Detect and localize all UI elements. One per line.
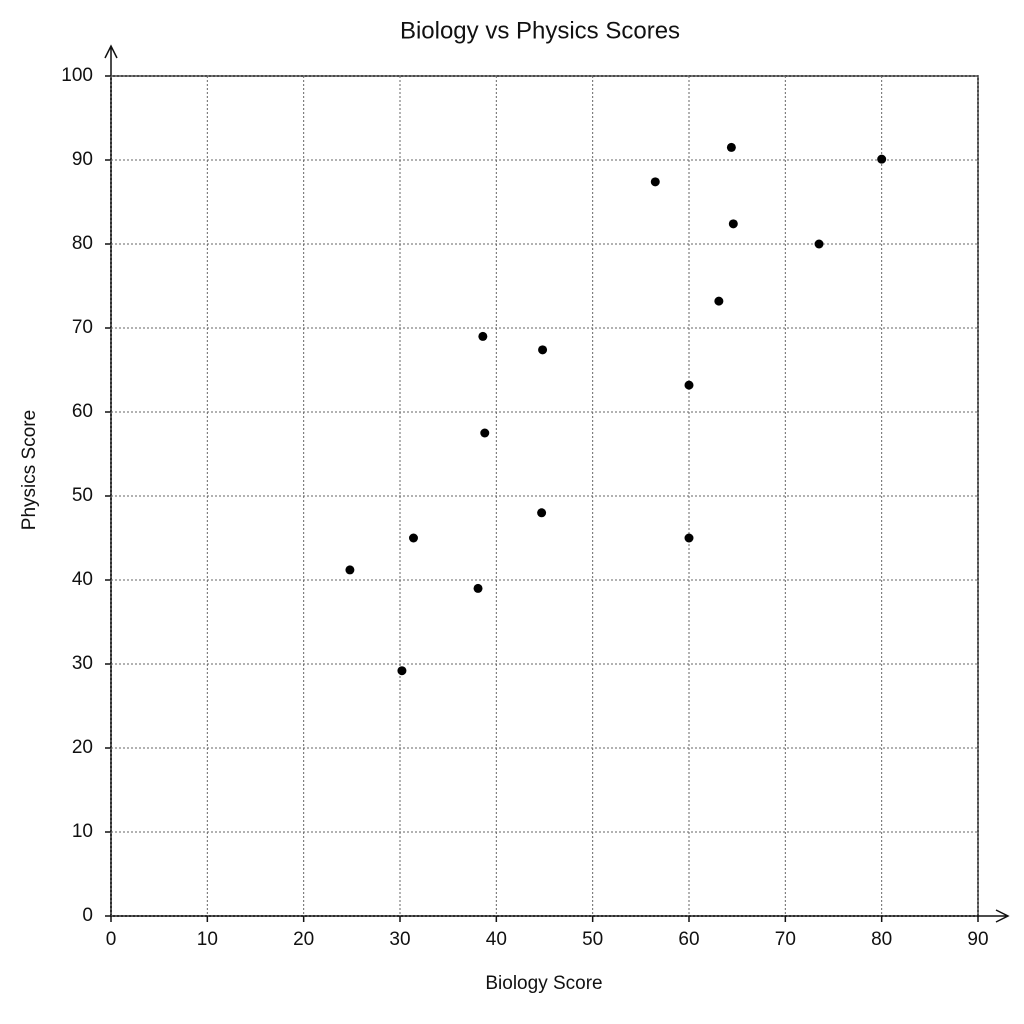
y-tick-label: 40 [72, 569, 93, 590]
x-tick-label: 0 [106, 929, 117, 950]
y-tick-label: 60 [72, 401, 93, 422]
x-tick-label: 90 [967, 929, 988, 950]
point [480, 428, 490, 438]
point [877, 154, 887, 164]
y-axis-label: Physics Score [19, 410, 40, 530]
x-axis-label: Biology Score [485, 973, 602, 994]
point [684, 533, 694, 543]
point [345, 565, 355, 575]
point [728, 219, 738, 229]
chart-title: Biology vs Physics Scores [400, 17, 680, 44]
x-tick-label: 50 [582, 929, 603, 950]
point [714, 296, 724, 306]
y-tick-label: 10 [72, 821, 93, 842]
x-tick-label: 40 [486, 929, 507, 950]
y-tick-label: 90 [72, 149, 93, 170]
x-tick-label: 20 [293, 929, 314, 950]
point [537, 508, 547, 518]
y-tick-label: 70 [72, 317, 93, 338]
y-tick-label: 30 [72, 653, 93, 674]
point [397, 666, 407, 676]
x-tick-label: 60 [678, 929, 699, 950]
y-tick-label: 0 [82, 905, 93, 926]
y-tick-label: 50 [72, 485, 93, 506]
point [684, 380, 694, 390]
x-tick-label: 70 [775, 929, 796, 950]
y-tick-label: 80 [72, 233, 93, 254]
x-tick-label: 10 [197, 929, 218, 950]
y-tick-label: 20 [72, 737, 93, 758]
y-tick-label: 100 [61, 65, 93, 86]
point [538, 345, 548, 355]
point [726, 142, 736, 152]
point [408, 533, 418, 543]
x-tick-label: 30 [389, 929, 410, 950]
x-tick-label: 80 [871, 929, 892, 950]
point [814, 239, 824, 249]
point [478, 331, 488, 341]
point [473, 583, 483, 593]
point [650, 177, 660, 187]
